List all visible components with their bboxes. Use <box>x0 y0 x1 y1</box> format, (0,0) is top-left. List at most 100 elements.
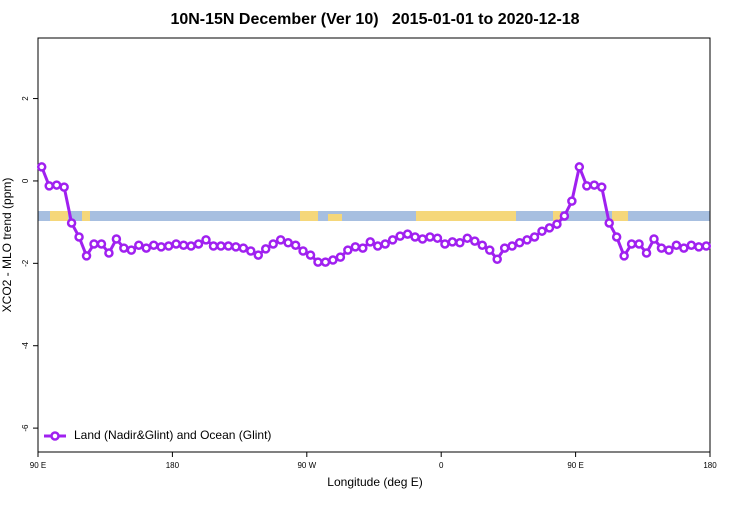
data-point <box>275 235 286 245</box>
data-point <box>634 239 644 249</box>
data-point <box>186 241 196 251</box>
data-point <box>231 242 241 252</box>
data-point <box>178 240 189 250</box>
data-point <box>664 245 674 255</box>
data-point <box>59 182 69 192</box>
data-point <box>74 232 84 242</box>
data-point <box>119 243 129 253</box>
data-point <box>283 237 293 248</box>
data-point <box>649 234 659 244</box>
data-point <box>148 240 159 250</box>
data-point <box>582 181 592 191</box>
data-point <box>507 241 517 251</box>
data-point <box>44 181 54 191</box>
data-point <box>552 219 562 229</box>
land-patch <box>612 211 628 221</box>
y-tick-label: -2 <box>21 259 30 267</box>
data-point <box>81 251 92 261</box>
data-point <box>96 239 107 249</box>
data-point <box>514 237 525 248</box>
x-tick-label: 180 <box>166 461 180 470</box>
x-axis-label: Longitude (deg E) <box>327 475 422 489</box>
data-point <box>335 252 346 262</box>
data-point <box>216 241 226 251</box>
data-point <box>455 237 465 248</box>
data-point <box>66 218 77 228</box>
data-point <box>567 196 577 206</box>
data-point <box>372 241 383 251</box>
data-point <box>470 236 480 246</box>
data-point <box>201 235 211 245</box>
land-patch <box>553 211 561 221</box>
land-patch <box>328 214 342 221</box>
land-patch <box>50 211 68 221</box>
land-patch <box>82 211 90 221</box>
data-point <box>298 246 308 256</box>
data-point <box>358 243 368 253</box>
data-point <box>686 240 697 250</box>
data-point <box>410 232 420 242</box>
data-point <box>477 240 488 250</box>
data-point <box>499 243 510 253</box>
x-tick-label: 0 <box>439 461 444 470</box>
data-point <box>380 239 390 249</box>
land-patch <box>300 211 318 221</box>
legend-marker <box>50 431 60 441</box>
data-point <box>163 241 174 251</box>
data-point <box>126 245 137 255</box>
y-tick-label: 0 <box>21 178 30 183</box>
y-tick-label: -4 <box>21 342 30 350</box>
data-point <box>679 243 689 253</box>
data-point <box>671 240 682 250</box>
data-point <box>417 234 428 244</box>
data-point <box>537 226 547 236</box>
data-point <box>268 239 278 249</box>
data-point <box>425 232 435 242</box>
data-point <box>440 239 450 249</box>
x-tick-label: 90 E <box>30 461 46 470</box>
land-ocean-strip <box>38 211 710 221</box>
y-tick-label: -6 <box>21 424 30 432</box>
data-point <box>208 241 219 251</box>
data-point <box>626 239 637 249</box>
data-point <box>529 232 540 242</box>
data-point <box>694 242 704 252</box>
data-point <box>320 257 331 267</box>
data-point <box>313 257 323 267</box>
data-point <box>574 162 585 172</box>
data-point <box>447 237 458 247</box>
legend-label: Land (Nadir&Glint) and Ocean (Glint) <box>74 428 271 442</box>
data-point <box>596 182 607 192</box>
data-point <box>656 243 667 253</box>
data-point <box>253 250 264 260</box>
data-point <box>223 241 234 251</box>
ocean-band <box>38 211 710 221</box>
data-point <box>238 243 249 253</box>
data-point <box>134 240 144 250</box>
data-point <box>193 239 204 249</box>
data-point <box>246 246 256 256</box>
data-point <box>492 254 502 264</box>
data-point <box>559 211 570 221</box>
data-point <box>260 244 271 254</box>
data-point <box>604 218 614 228</box>
data-point <box>619 251 629 261</box>
data-point <box>395 231 405 241</box>
data-point <box>350 242 361 252</box>
x-tick-label: 180 <box>703 461 717 470</box>
data-point <box>484 245 495 255</box>
y-tick-label: 2 <box>21 96 30 101</box>
x-tick-label: 90 E <box>567 461 583 470</box>
data-point <box>522 235 532 245</box>
data-point <box>89 239 99 249</box>
data-point <box>328 255 338 265</box>
data-point <box>402 229 413 239</box>
data-point <box>365 237 376 247</box>
data-point <box>36 162 47 172</box>
data-point <box>641 248 652 258</box>
data-point <box>156 242 166 252</box>
data-point <box>462 233 473 243</box>
data-point <box>141 243 152 253</box>
y-axis-label: XCO2 - MLO trend (ppm) <box>0 178 14 313</box>
